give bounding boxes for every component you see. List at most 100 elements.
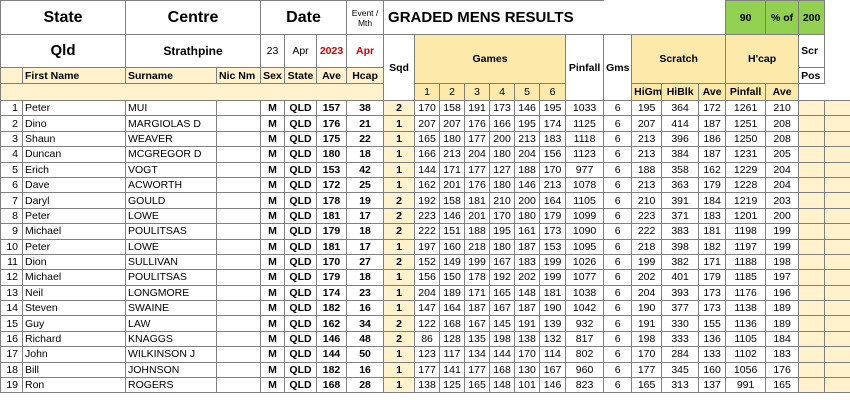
row-number: 9 [0,223,23,240]
sex-cell: M [260,115,285,132]
col-hcap-ave: Ave [765,83,800,101]
high-game-cell: 213 [631,146,663,163]
game-1-cell: 152 [414,253,441,271]
high-block-cell: 313 [661,377,700,394]
game-3-cell: 177 [464,361,491,379]
handicap-cell: 16 [346,361,385,379]
first-name-cell: Neil [22,284,126,302]
high-game-cell: 170 [631,346,663,363]
nic-name-cell [216,192,261,209]
game-5-cell: 187 [514,238,541,255]
games-count-cell: 6 [603,161,633,178]
col-hcap-pinfall: Pinfall [725,83,767,101]
surname-cell: LAW [125,315,217,332]
high-block-cell: 414 [661,115,700,132]
game-4-cell: 180 [489,146,516,163]
average-cell: 178 [315,192,348,209]
high-game-cell: 213 [631,130,663,148]
game-6-cell: 199 [539,253,567,271]
first-name-cell: Guy [22,315,126,332]
row-number: 13 [0,284,23,302]
handicap-pinfall-cell: 1231 [725,146,767,163]
scratch-position-cell [798,176,826,194]
handicap-cell: 16 [346,300,385,317]
game-2-cell: 180 [439,130,466,148]
pinfall-cell: 1095 [565,238,605,255]
handicap-average-cell: 208 [765,130,800,148]
handicap-average-cell: 176 [765,361,800,379]
scratch-average-cell: 182 [698,238,727,255]
extra-cell [824,330,850,348]
average-cell: 182 [315,361,348,379]
squad-cell: 1 [383,361,416,379]
game-6-cell: 183 [539,130,567,148]
game-1-cell: 166 [414,146,441,163]
row-number: 12 [0,269,23,286]
handicap-pinfall-cell: 1219 [725,192,767,209]
game-6-cell: 156 [539,146,567,163]
game-3-cell: 204 [464,146,491,163]
col-game-2: 2 [439,83,466,101]
state-cell: QLD [284,161,317,178]
nic-name-cell [216,176,261,194]
high-game-cell: 202 [631,269,663,286]
handicap-cell: 50 [346,346,385,363]
extra-cell [824,99,850,117]
game-2-cell: 150 [439,269,466,286]
game-3-cell: 176 [464,115,491,132]
high-block-cell: 391 [661,192,700,209]
squad-cell: 1 [383,146,416,163]
handicap-cell: 17 [346,207,385,225]
game-5-cell: 204 [514,146,541,163]
scratch-average-cell: 171 [698,253,727,271]
row-number: 3 [0,130,23,148]
game-4-cell: 167 [489,253,516,271]
event-month-value: Apr [346,34,385,68]
game-5-cell: 138 [514,330,541,348]
state-cell: QLD [284,300,317,317]
scratch-position-cell [798,207,826,225]
game-6-cell: 170 [539,161,567,178]
game-4-cell: 210 [489,192,516,209]
game-3-cell: 178 [464,269,491,286]
squad-cell: 1 [383,300,416,317]
handicap-average-cell: 200 [765,207,800,225]
high-game-cell: 195 [631,99,663,117]
high-block-cell: 382 [661,253,700,271]
average-cell: 180 [315,146,348,163]
state-cell: QLD [284,130,317,148]
scratch-position-cell [798,115,826,132]
handicap-average-cell: 204 [765,161,800,178]
surname-cell: JOHNSON [125,361,217,379]
game-5-cell: 148 [514,284,541,302]
state-cell: QLD [284,330,317,348]
pinfall-cell: 977 [565,161,605,178]
first-name-cell: Peter [22,238,126,255]
games-count-cell: 6 [603,146,633,163]
game-6-cell: 199 [539,269,567,286]
state-label: State [0,0,126,35]
first-name-cell: Duncan [22,146,126,163]
games-count-cell: 6 [603,269,633,286]
state-cell: QLD [284,253,317,271]
scratch-average-cell: 173 [698,284,727,302]
high-game-cell: 188 [631,161,663,178]
col-state: State [284,67,317,84]
handicap-pinfall-cell: 1228 [725,176,767,194]
game-2-cell: 189 [439,284,466,302]
game-2-cell: 201 [439,176,466,194]
nic-name-cell [216,253,261,271]
first-name-cell: Shaun [22,130,126,148]
surname-cell: MUI [125,99,217,117]
scratch-average-cell: 179 [698,176,727,194]
table-row: 11 Dion SULLIVAN M QLD 170 27 2 152 149 199 167 183 1… [0,253,850,271]
games-count-cell: 6 [603,238,633,255]
game-3-cell: 181 [464,192,491,209]
handicap-pinfall-cell: 991 [725,377,767,394]
handicap-average-cell: 208 [765,115,800,132]
nic-name-cell [216,130,261,148]
table-row: 18 Bill JOHNSON M QLD 182 16 1 177 141 177 168 130 16… [0,361,850,379]
state-cell: QLD [284,238,317,255]
average-cell: 181 [315,207,348,225]
